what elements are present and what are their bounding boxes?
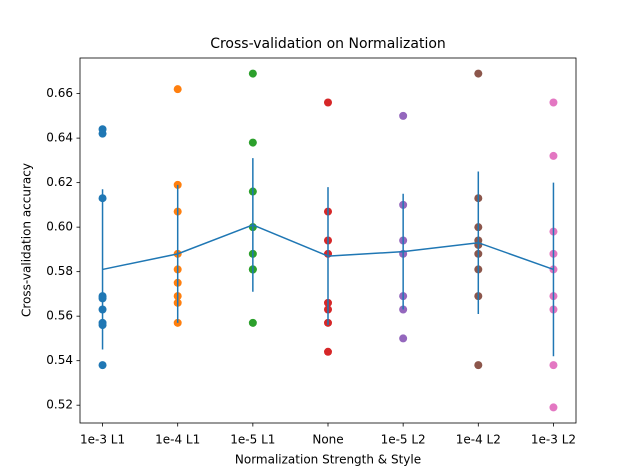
y-tick-label: 0.52	[46, 398, 73, 412]
point	[549, 151, 558, 160]
y-tick-label: 0.64	[46, 131, 73, 145]
point	[549, 98, 558, 107]
x-tick-label: None	[312, 433, 343, 447]
x-axis-label: Normalization Strength & Style	[235, 453, 421, 467]
point	[549, 403, 558, 412]
x-tick-label: 1e-5 L1	[230, 433, 275, 447]
y-axis-label: Cross-validation accuracy	[20, 163, 34, 317]
point	[98, 129, 107, 138]
mean-line	[102, 224, 554, 271]
y-tick-label: 0.60	[46, 220, 73, 234]
point	[399, 334, 408, 343]
point	[173, 85, 182, 94]
point	[248, 318, 257, 327]
x-tick-label: 1e-5 L2	[381, 433, 426, 447]
point	[474, 69, 483, 78]
y-tick-label: 0.54	[46, 353, 73, 367]
point	[474, 361, 483, 370]
point	[248, 138, 257, 147]
point	[98, 361, 107, 370]
point	[399, 111, 408, 120]
point	[248, 69, 257, 78]
chart-title: Cross-validation on Normalization	[210, 36, 446, 52]
y-tick-label: 0.56	[46, 309, 73, 323]
x-tick-label: 1e-3 L1	[80, 433, 125, 447]
point	[549, 361, 558, 370]
x-tick-label: 1e-4 L1	[155, 433, 200, 447]
point	[324, 347, 332, 356]
y-tick-label: 0.62	[46, 175, 73, 189]
y-tick-label: 0.66	[46, 86, 73, 100]
y-tick-label: 0.58	[46, 264, 73, 278]
point	[324, 98, 332, 107]
x-tick-label: 1e-3 L2	[531, 433, 576, 447]
x-tick-label: 1e-4 L2	[456, 433, 501, 447]
